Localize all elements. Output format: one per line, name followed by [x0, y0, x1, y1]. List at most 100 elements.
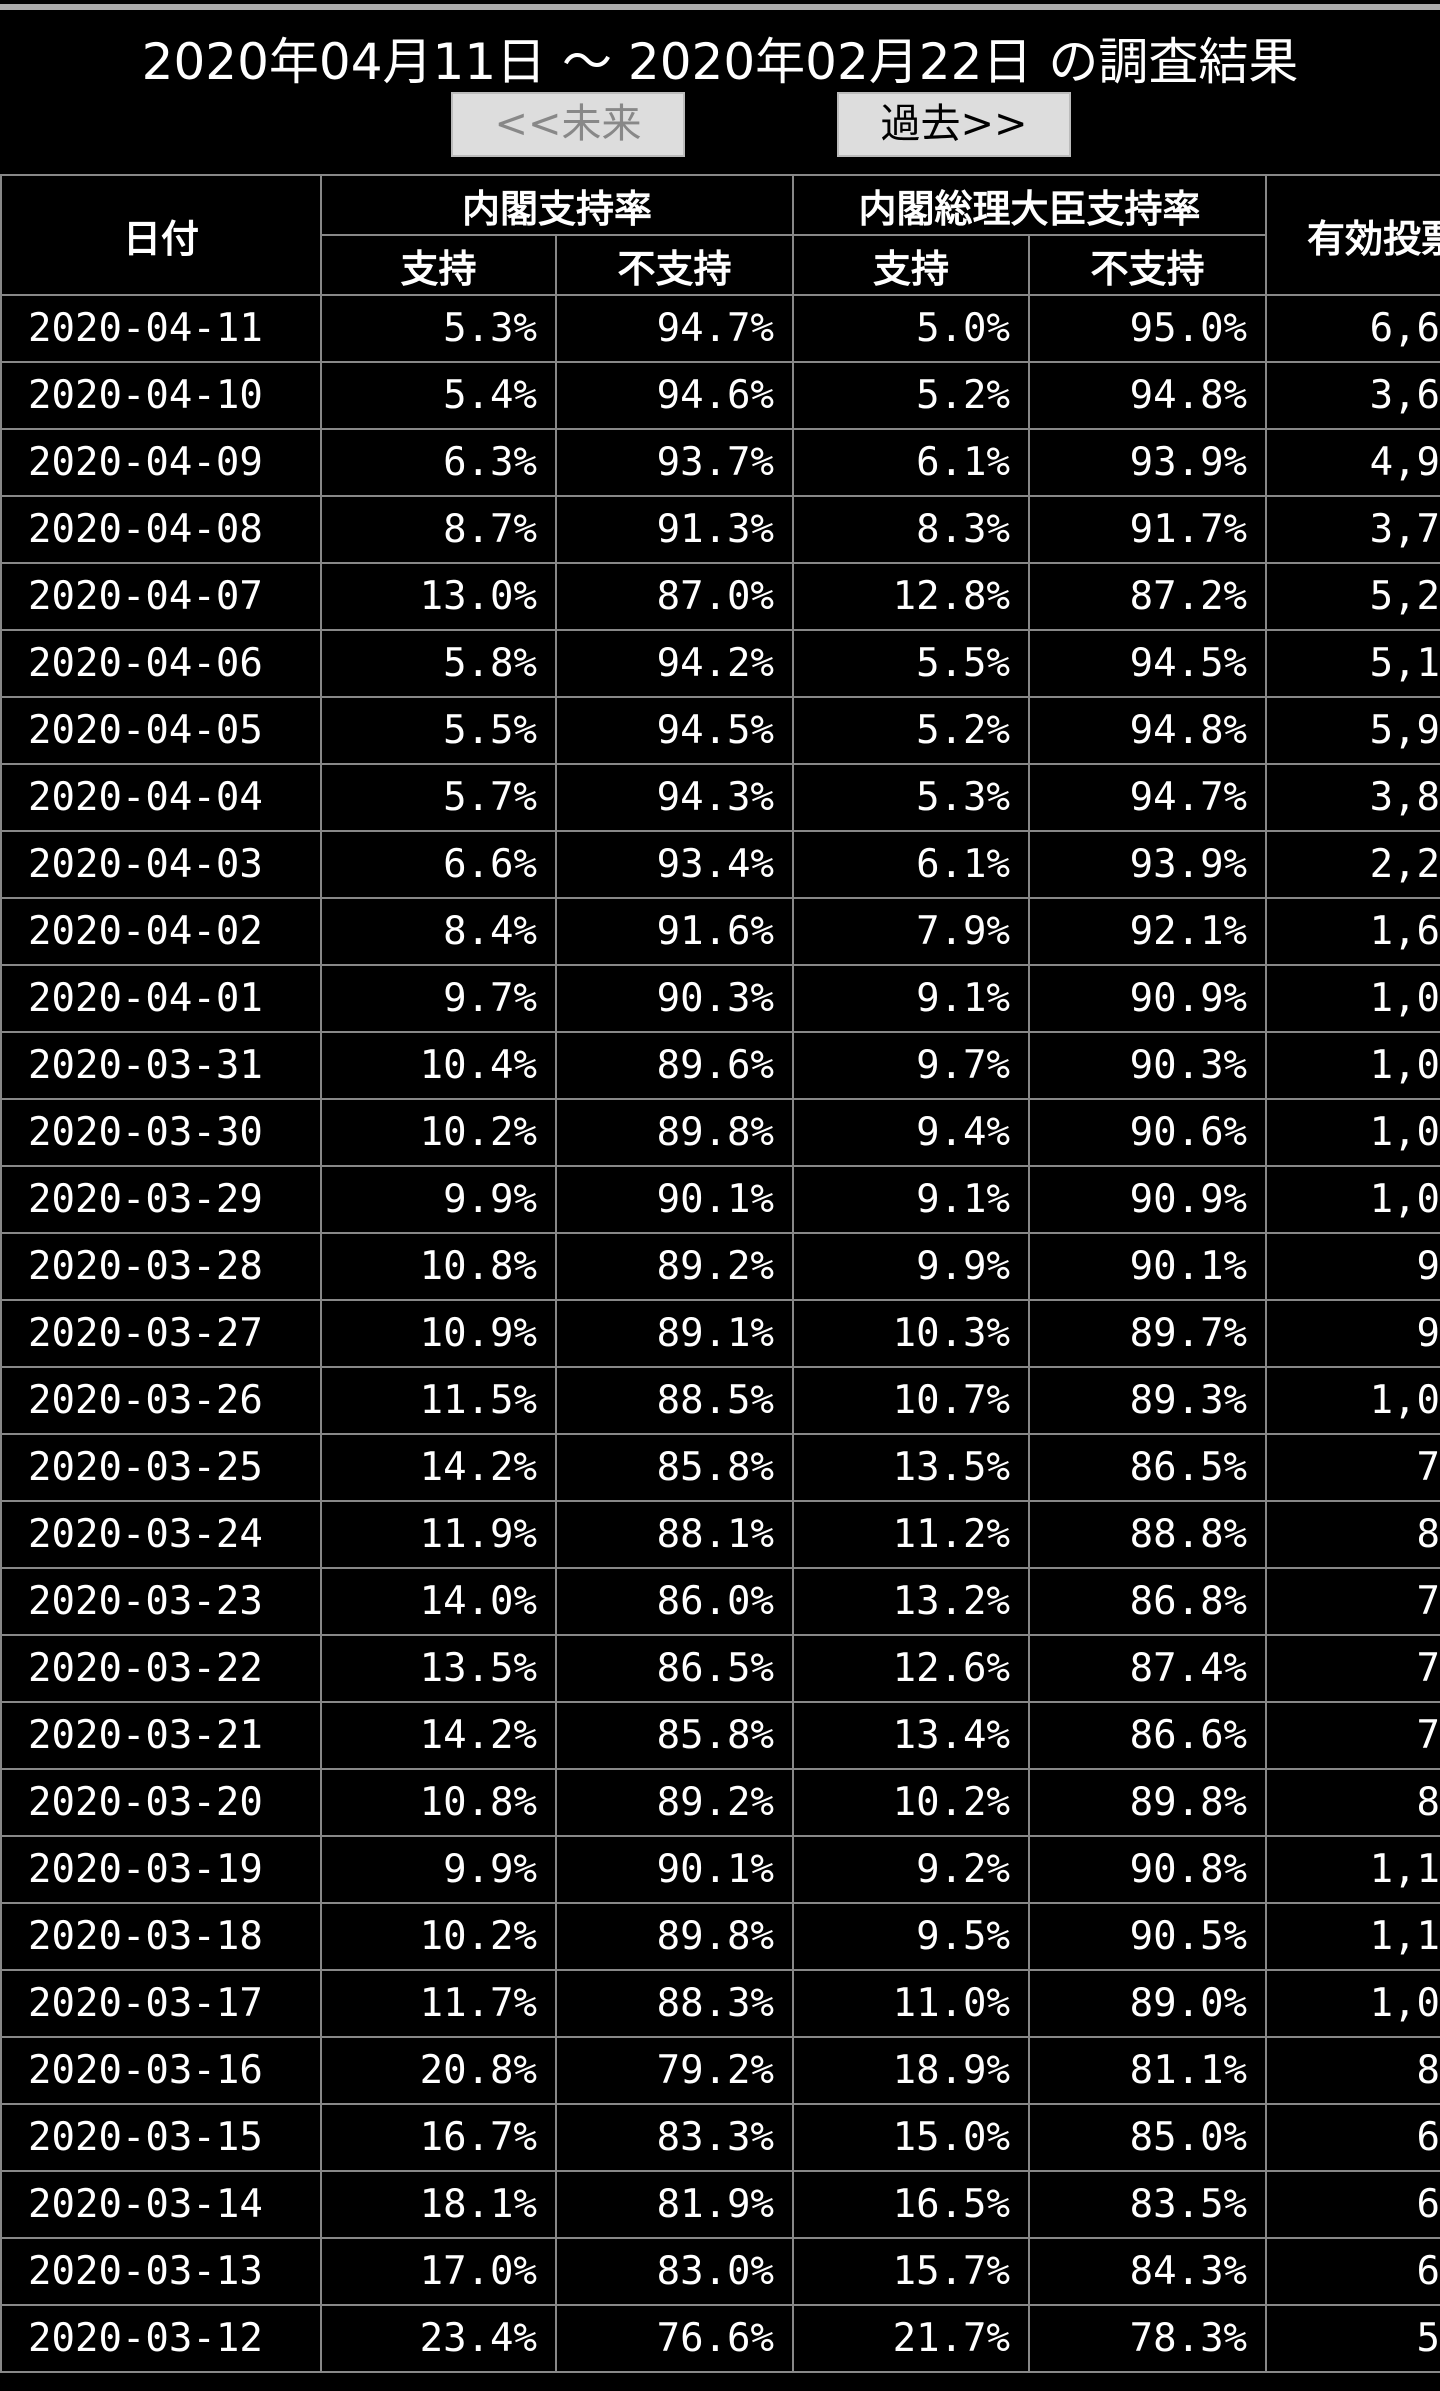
rate-cell: 13.5%	[320, 1634, 557, 1703]
votes-cell: 5,1	[1265, 629, 1440, 698]
rate-cell: 6.3%	[320, 428, 557, 497]
top-border	[0, 4, 1440, 10]
rate-cell: 13.4%	[792, 1701, 1031, 1770]
date-cell: 2020-03-23	[0, 1567, 322, 1636]
group-header: 内閣総理大臣支持率	[792, 174, 1268, 236]
rate-cell: 90.1%	[554, 1835, 795, 1904]
rate-cell: 5.2%	[792, 361, 1031, 430]
rate-cell: 13.0%	[320, 562, 557, 631]
rate-cell: 90.3%	[554, 964, 795, 1033]
date-cell: 2020-03-16	[0, 2036, 322, 2105]
rate-cell: 13.5%	[792, 1433, 1031, 1502]
table-row: 2020-04-11 5.3% 94.7% 5.0% 95.0% 6,6	[0, 294, 1440, 363]
rate-cell: 9.2%	[792, 1835, 1031, 1904]
date-cell: 2020-04-09	[0, 428, 322, 497]
votes-cell: 6,6	[1265, 294, 1440, 363]
rate-cell: 11.9%	[320, 1500, 557, 1569]
table-row: 2020-03-29 9.9% 90.1% 9.1% 90.9% 1,0	[0, 1165, 1440, 1234]
rate-cell: 81.9%	[554, 2170, 795, 2239]
rate-cell: 89.3%	[1028, 1366, 1268, 1435]
rate-cell: 5.4%	[320, 361, 557, 430]
rate-cell: 89.8%	[554, 1902, 795, 1971]
table-row: 2020-03-25 14.2% 85.8% 13.5% 86.5% 7	[0, 1433, 1440, 1502]
rate-cell: 89.7%	[1028, 1299, 1268, 1368]
past-button[interactable]: 過去>>	[837, 92, 1071, 157]
table-row: 2020-03-26 11.5% 88.5% 10.7% 89.3% 1,0	[0, 1366, 1440, 1435]
table-row: 2020-04-08 8.7% 91.3% 8.3% 91.7% 3,7	[0, 495, 1440, 564]
date-cell: 2020-04-07	[0, 562, 322, 631]
table-row: 2020-03-15 16.7% 83.3% 15.0% 85.0% 6	[0, 2103, 1440, 2172]
rate-cell: 85.8%	[554, 1701, 795, 1770]
table-row: 2020-03-16 20.8% 79.2% 18.9% 81.1% 8	[0, 2036, 1440, 2105]
group-header: 内閣支持率	[319, 174, 795, 236]
votes-cell: 2,2	[1265, 830, 1440, 899]
rate-cell: 9.5%	[792, 1902, 1031, 1971]
votes-cell: 7	[1265, 1701, 1440, 1770]
rate-cell: 83.5%	[1028, 2170, 1268, 2239]
date-cell: 2020-03-22	[0, 1634, 322, 1703]
table-row: 2020-03-24 11.9% 88.1% 11.2% 88.8% 8	[0, 1500, 1440, 1569]
votes-cell: 8	[1265, 2036, 1440, 2105]
table-row: 2020-03-13 17.0% 83.0% 15.7% 84.3% 6	[0, 2237, 1440, 2306]
rate-cell: 89.6%	[554, 1031, 795, 1100]
rate-cell: 9.1%	[792, 964, 1031, 1033]
rate-cell: 10.8%	[320, 1232, 557, 1301]
rate-cell: 88.1%	[554, 1500, 795, 1569]
votes-cell: 3,7	[1265, 495, 1440, 564]
rate-cell: 90.1%	[554, 1165, 795, 1234]
rate-cell: 88.3%	[554, 1969, 795, 2038]
rate-cell: 83.3%	[554, 2103, 795, 2172]
rate-cell: 78.3%	[1028, 2304, 1268, 2373]
date-cell: 2020-03-24	[0, 1500, 322, 1569]
rate-cell: 11.2%	[792, 1500, 1031, 1569]
rate-cell: 94.5%	[1028, 629, 1268, 698]
votes-cell: 1,0	[1265, 1969, 1440, 2038]
rate-cell: 5.3%	[792, 763, 1031, 832]
sub-header: 支持	[320, 234, 557, 296]
table-row: 2020-03-27 10.9% 89.1% 10.3% 89.7% 9	[0, 1299, 1440, 1368]
rate-cell: 94.8%	[1028, 361, 1268, 430]
date-cell: 2020-03-21	[0, 1701, 322, 1770]
date-cell: 2020-03-12	[0, 2304, 322, 2373]
rate-cell: 86.5%	[554, 1634, 795, 1703]
rate-cell: 90.1%	[1028, 1232, 1268, 1301]
table-row: 2020-04-03 6.6% 93.4% 6.1% 93.9% 2,2	[0, 830, 1440, 899]
rate-cell: 90.3%	[1028, 1031, 1268, 1100]
table-row: 2020-03-31 10.4% 89.6% 9.7% 90.3% 1,0	[0, 1031, 1440, 1100]
rate-cell: 6.1%	[792, 428, 1031, 497]
rate-cell: 14.2%	[320, 1701, 557, 1770]
rate-cell: 91.6%	[554, 897, 795, 966]
date-cell: 2020-03-26	[0, 1366, 322, 1435]
date-cell: 2020-03-18	[0, 1902, 322, 1971]
rate-cell: 89.8%	[554, 1098, 795, 1167]
table-row: 2020-04-02 8.4% 91.6% 7.9% 92.1% 1,6	[0, 897, 1440, 966]
future-button[interactable]: <<未来	[451, 92, 685, 157]
rate-cell: 93.9%	[1028, 830, 1268, 899]
rate-cell: 6.6%	[320, 830, 557, 899]
rate-cell: 94.5%	[554, 696, 795, 765]
votes-cell: 6	[1265, 2103, 1440, 2172]
date-cell: 2020-03-25	[0, 1433, 322, 1502]
rate-cell: 89.0%	[1028, 1969, 1268, 2038]
votes-cell: 6	[1265, 2237, 1440, 2306]
date-cell: 2020-04-08	[0, 495, 322, 564]
rate-cell: 85.8%	[554, 1433, 795, 1502]
date-header: 日付	[0, 174, 322, 296]
rate-cell: 10.4%	[320, 1031, 557, 1100]
rate-cell: 93.7%	[554, 428, 795, 497]
rate-cell: 18.1%	[320, 2170, 557, 2239]
rate-cell: 6.1%	[792, 830, 1031, 899]
rate-cell: 11.5%	[320, 1366, 557, 1435]
rate-cell: 10.7%	[792, 1366, 1031, 1435]
rate-cell: 17.0%	[320, 2237, 557, 2306]
table-row: 2020-03-20 10.8% 89.2% 10.2% 89.8% 8	[0, 1768, 1440, 1837]
sub-header: 不支持	[1028, 234, 1268, 296]
rate-cell: 90.9%	[1028, 964, 1268, 1033]
rate-cell: 87.0%	[554, 562, 795, 631]
date-cell: 2020-03-20	[0, 1768, 322, 1837]
rate-cell: 10.2%	[320, 1902, 557, 1971]
votes-cell: 1,0	[1265, 1366, 1440, 1435]
rate-cell: 93.4%	[554, 830, 795, 899]
